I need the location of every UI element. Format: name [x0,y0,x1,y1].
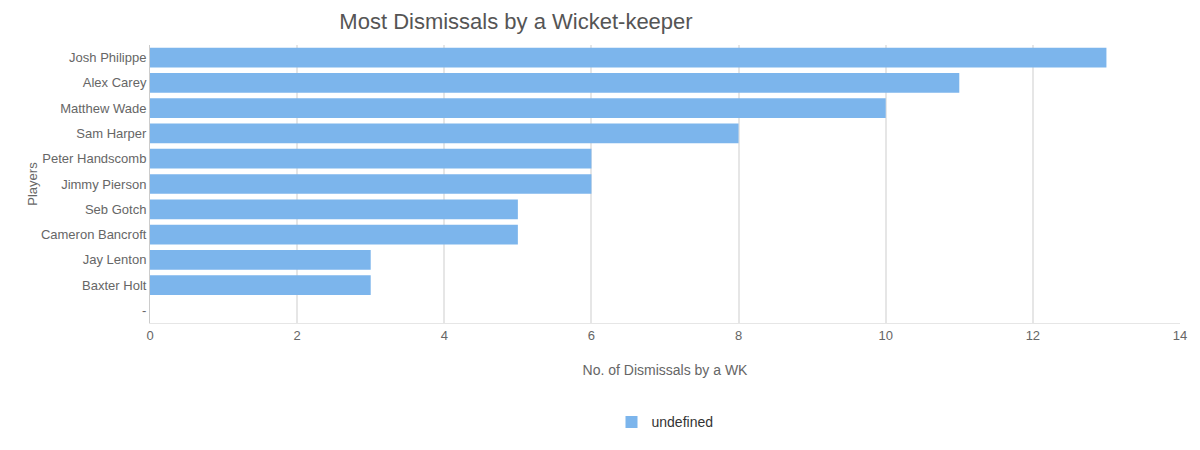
svg-text:10: 10 [878,328,892,343]
svg-text:Alex Carey: Alex Carey [83,75,147,90]
svg-text:Josh Philippe: Josh Philippe [69,50,146,65]
svg-text:No. of Dismissals by a WK: No. of Dismissals by a WK [583,362,749,378]
svg-text:14: 14 [1173,328,1187,343]
svg-text:Cameron Bancroft: Cameron Bancroft [41,227,147,242]
svg-text:2: 2 [294,328,301,343]
svg-text:Sam Harper: Sam Harper [76,126,147,141]
svg-text:Players: Players [25,162,40,206]
svg-text:4: 4 [441,328,448,343]
svg-text:Baxter Holt: Baxter Holt [82,278,147,293]
svg-text:12: 12 [1026,328,1040,343]
svg-text:Peter Handscomb: Peter Handscomb [42,151,146,166]
svg-text:Seb Gotch: Seb Gotch [85,202,146,217]
svg-text:undefined: undefined [652,414,714,430]
svg-text:-: - [142,303,146,318]
svg-text:Most Dismissals by a Wicket-ke: Most Dismissals by a Wicket-keeper [339,9,692,34]
svg-text:0: 0 [146,328,153,343]
svg-text:Jimmy Pierson: Jimmy Pierson [61,177,146,192]
svg-text:6: 6 [588,328,595,343]
svg-text:8: 8 [735,328,742,343]
svg-text:Jay Lenton: Jay Lenton [83,252,147,267]
svg-text:Matthew Wade: Matthew Wade [60,101,146,116]
